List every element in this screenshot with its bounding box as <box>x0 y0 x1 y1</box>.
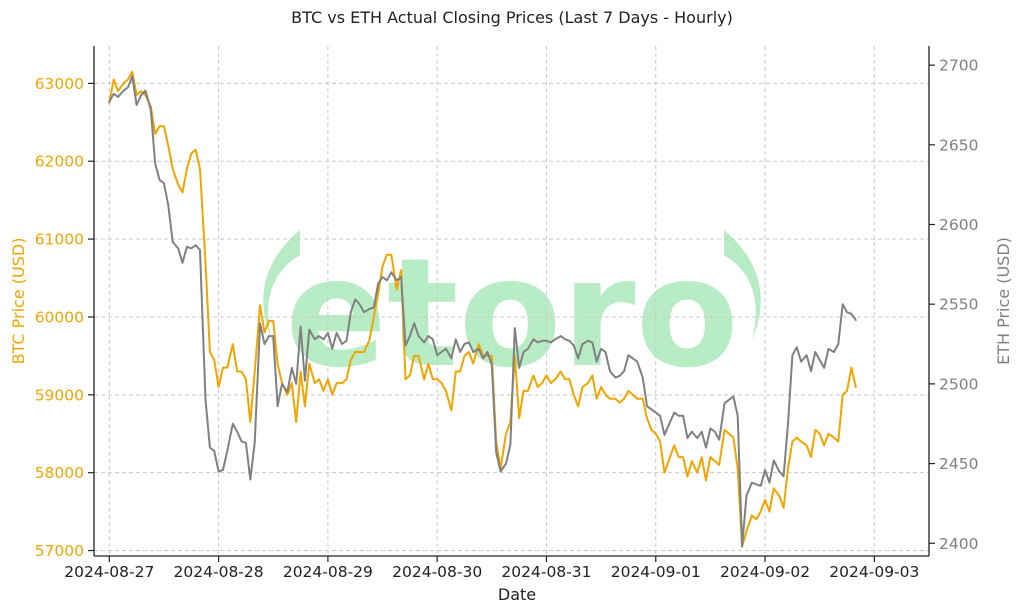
y-right-tick-label: 2450 <box>939 455 978 473</box>
etoro-watermark-logo: etoro <box>263 227 761 401</box>
y-axis-right-label: ETH Price (USD) <box>994 237 1013 365</box>
y-left-tick-label: 60000 <box>35 308 84 326</box>
chart-title: BTC vs ETH Actual Closing Prices (Last 7… <box>291 8 733 27</box>
eth-price-line <box>108 75 857 548</box>
y-left-tick-label: 59000 <box>35 386 84 404</box>
x-tick-label: 2024-09-01 <box>611 563 701 581</box>
x-tick-label: 2024-09-03 <box>829 563 919 581</box>
y-left-tick-label: 63000 <box>35 75 84 93</box>
y-right-tick-label: 2400 <box>939 535 978 553</box>
y-right-tick-label: 2500 <box>939 375 978 393</box>
x-axis-label: Date <box>498 585 536 604</box>
x-tick-label: 2024-08-31 <box>501 563 591 581</box>
x-tick-label: 2024-08-30 <box>392 563 482 581</box>
y-left-tick-label: 61000 <box>35 231 84 249</box>
x-tick-label: 2024-08-28 <box>174 563 264 581</box>
y-left-tick-label: 58000 <box>35 464 84 482</box>
axes: 2024-08-27 2024-08-28 2024-08-29 2024-08-30… <box>35 57 979 581</box>
y-axis-left-label: BTC Price (USD) <box>9 238 28 365</box>
watermark-text: etoro <box>285 227 739 401</box>
x-tick-label: 2024-08-29 <box>283 563 373 581</box>
x-tick-label: 2024-09-02 <box>720 563 810 581</box>
x-tick-label: 2024-08-27 <box>64 563 154 581</box>
y-right-tick-label: 2700 <box>939 57 978 75</box>
btc-price-line <box>108 70 857 548</box>
series-layer <box>108 70 857 548</box>
y-right-tick-label: 2650 <box>939 136 978 154</box>
y-left-tick-label: 62000 <box>35 153 84 171</box>
y-right-tick-label: 2600 <box>939 216 978 234</box>
y-left-tick-label: 57000 <box>35 542 84 560</box>
y-right-tick-label: 2550 <box>939 296 978 314</box>
